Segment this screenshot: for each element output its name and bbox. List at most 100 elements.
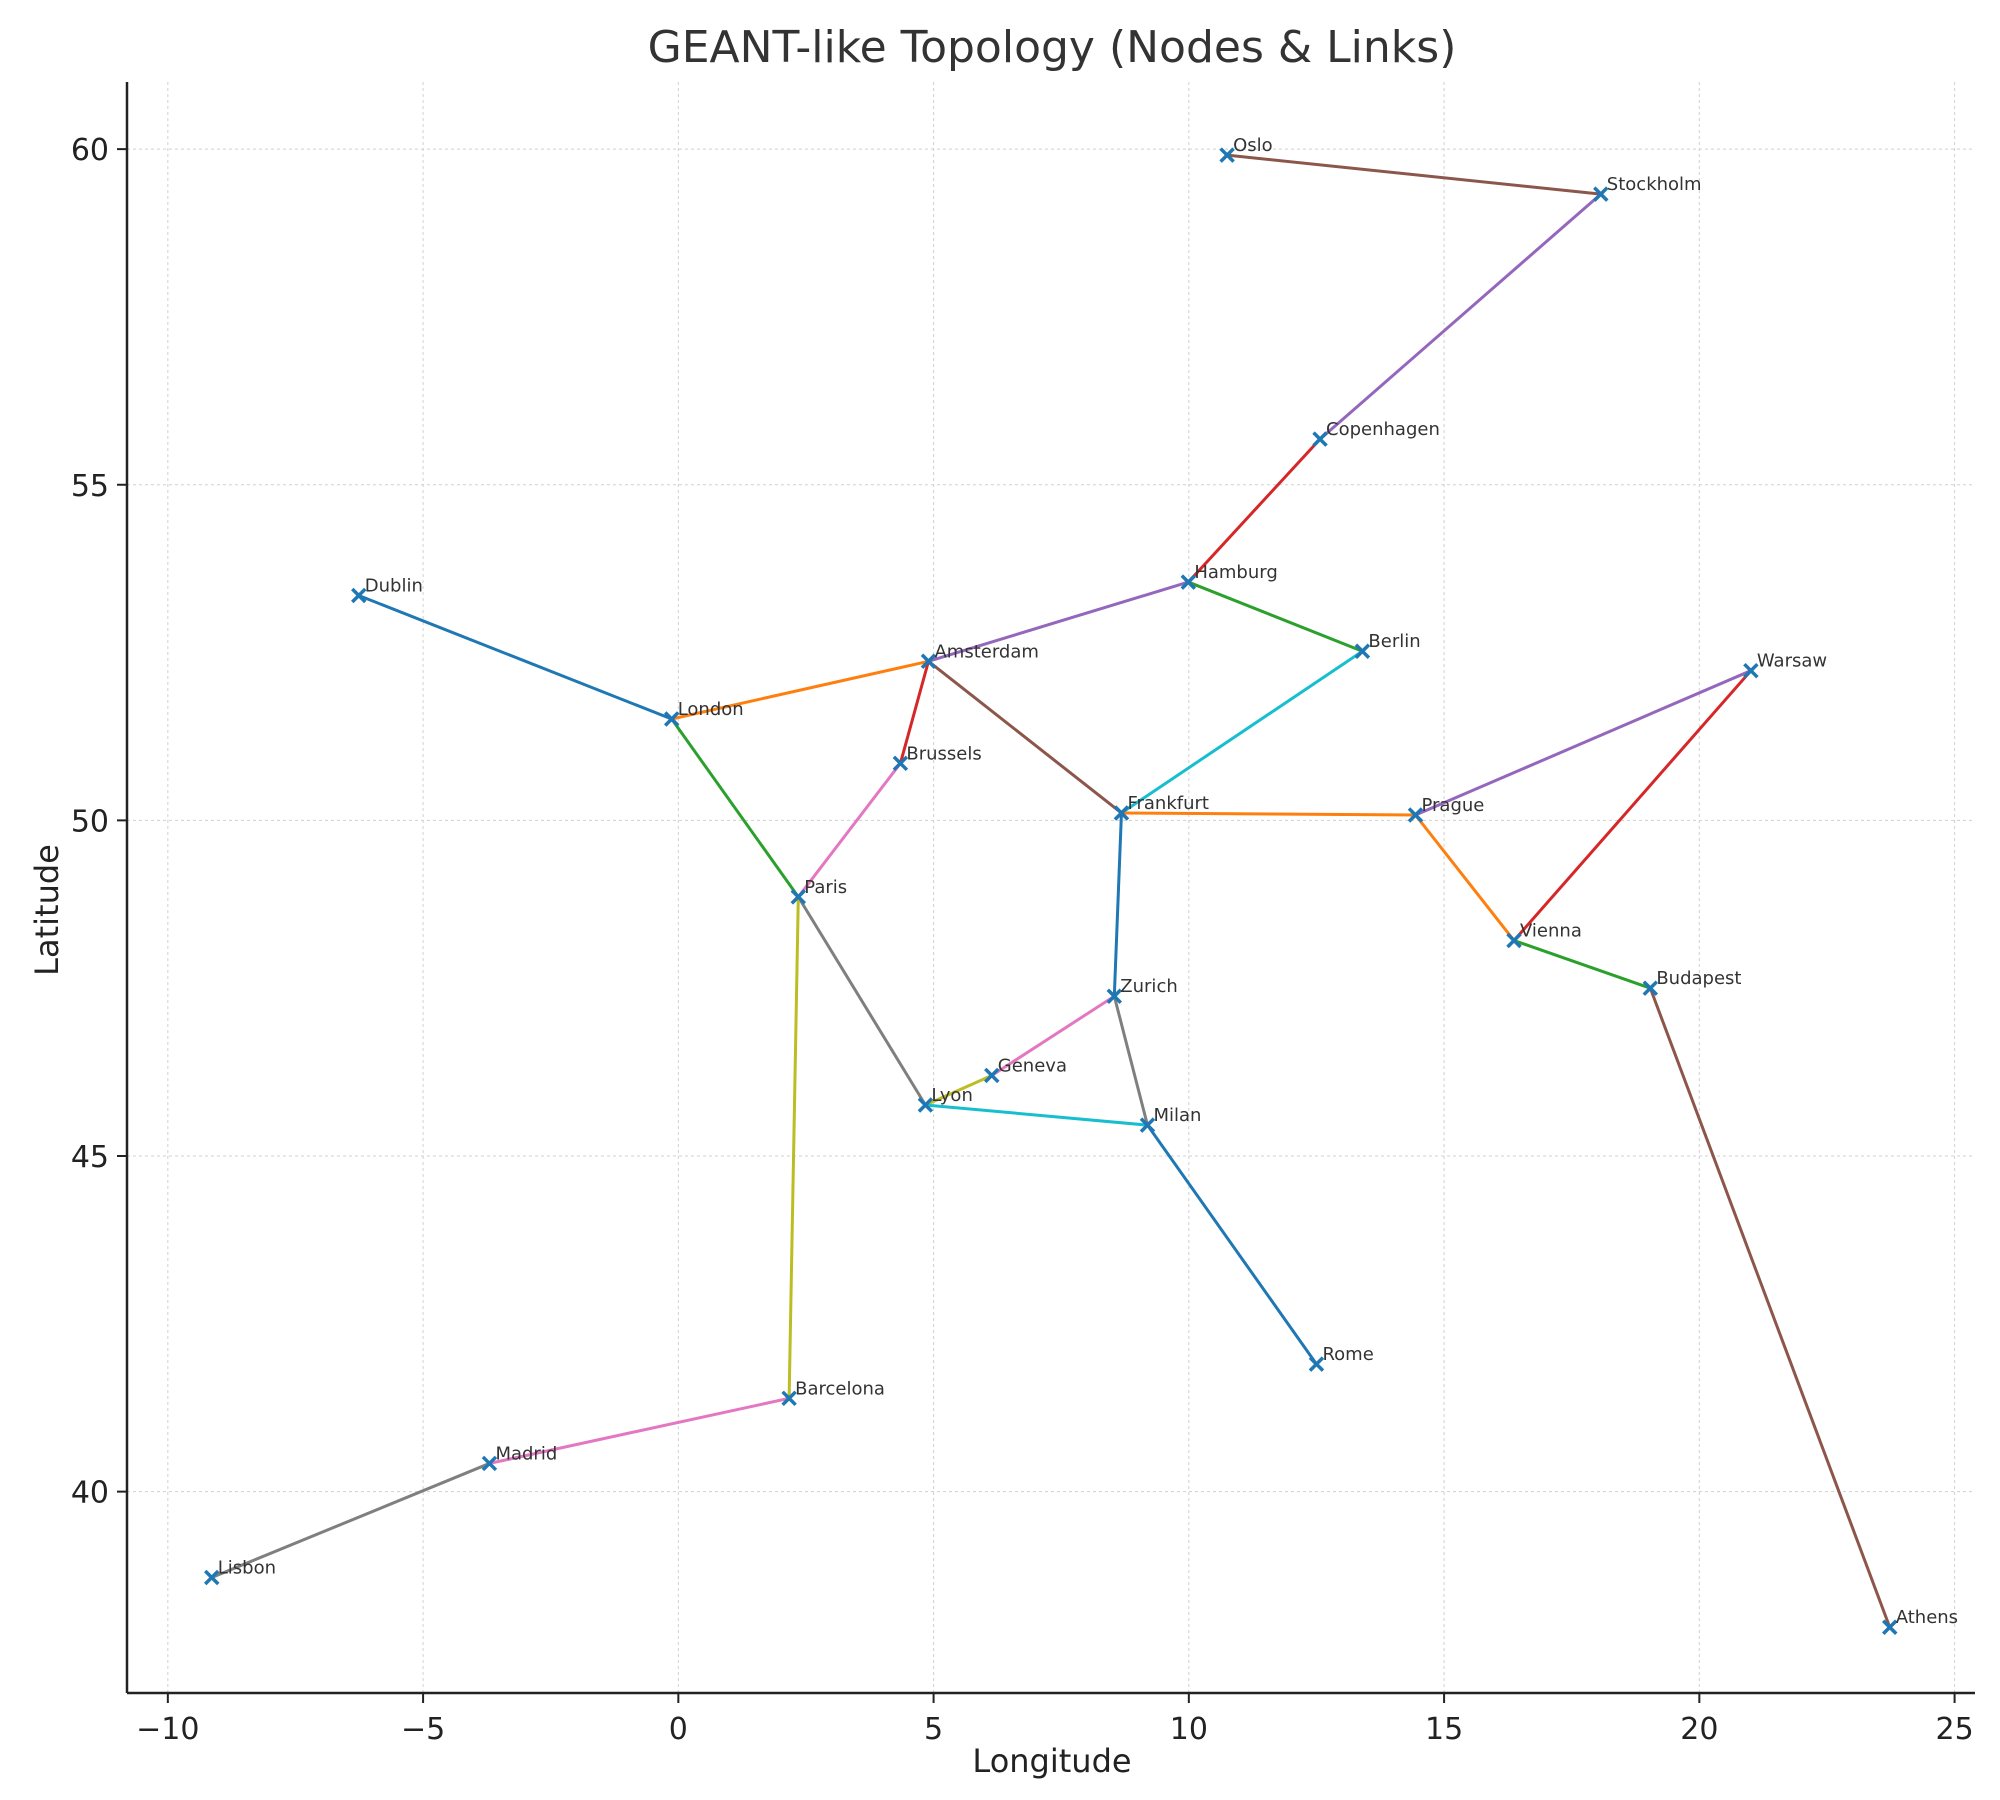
node-marker-madrid [481,1455,498,1472]
marker-stroke [1407,807,1424,823]
marker-stroke [1113,805,1130,821]
link-frankfurt-berlin [1120,649,1364,815]
node-marker-prague [1407,807,1424,823]
link-frankfurt-prague [1121,811,1416,817]
link-madrid-lisbon [211,1462,491,1579]
node-marker-vienna [1506,932,1522,949]
link-vienna-budapest [1513,939,1651,990]
y-axis-label: Latitude [28,844,66,976]
link-budapest-athens [1648,987,1892,1628]
marker-stroke [1506,932,1522,949]
node-marker-barcelona [781,1390,797,1407]
marker-stroke [1593,186,1609,202]
marker-stroke [1642,980,1659,996]
node-label-lisbon: Lisbon [218,1558,276,1579]
x-tick-label: −10 [136,1712,199,1747]
marker-stroke [892,755,909,772]
node-label-rome: Rome [1322,1344,1373,1365]
marker-stroke [781,1390,797,1407]
node-label-amsterdam: Amsterdam [934,641,1038,662]
node-marker-budapest [1642,980,1659,996]
marker-stroke [1106,988,1123,1004]
x-tick-label: 25 [1935,1712,1973,1747]
link-amsterdam-frankfurt [927,660,1123,815]
x-tick-label: 5 [924,1712,943,1747]
node-label-paris: Paris [804,877,847,898]
x-tick-label: 20 [1680,1712,1718,1747]
link-hamburg-copenhagen [1187,438,1322,584]
node-label-milan: Milan [1153,1105,1201,1126]
y-tick-label: 50 [71,804,109,839]
node-label-lyon: Lyon [931,1085,972,1106]
marker-stroke [984,1067,1000,1084]
marker-stroke [1354,643,1371,659]
node-marker-brussels [892,755,909,772]
node-marker-oslo [1219,147,1235,163]
nodes [204,147,1898,1635]
marker-stroke [920,653,937,670]
node-label-madrid: Madrid [495,1443,557,1464]
y-tick-label: 40 [71,1476,109,1511]
node-marker-geneva [984,1067,1000,1084]
x-tick-label: 0 [669,1712,688,1747]
link-brussels-paris [797,762,902,898]
node-label-frankfurt: Frankfurt [1127,793,1209,814]
y-tick-label: 45 [71,1140,109,1175]
link-paris-barcelona [787,896,800,1399]
link-amsterdam-brussels [898,660,930,764]
link-paris-lyon [797,896,927,1106]
node-marker-dublin [351,587,367,604]
marker-stroke [917,1097,934,1113]
link-geneva-lyon [924,1074,993,1107]
marker-stroke [1180,574,1197,590]
node-label-zurich: Zurich [1120,976,1177,997]
marker-stroke [351,587,367,604]
node-marker-rome [1308,1356,1325,1372]
chart-title: GEANT-like Topology (Nodes & Links) [648,22,1457,73]
x-tick-label: 10 [1170,1712,1208,1747]
grid [127,82,1975,1693]
axes: −10 −5 0 5 10 15 20 25 40 45 50 55 60 [71,82,1975,1747]
link-zurich-geneva [990,994,1116,1077]
node-label-copenhagen: Copenhagen [1326,419,1440,440]
link-dublin-london [358,594,673,721]
node-label-oslo: Oslo [1233,135,1273,156]
node-label-vienna: Vienna [1520,921,1582,942]
marker-stroke [1219,147,1235,163]
link-lyon-milan [925,1103,1148,1127]
node-label-warsaw: Warsaw [1757,651,1827,672]
marker-stroke [1139,1117,1156,1133]
node-marker-copenhagen [1312,431,1328,447]
node-marker-milan [1139,1117,1156,1133]
link-zurich-milan [1112,995,1149,1126]
link-frankfurt-zurich [1112,812,1123,997]
y-tick-label: 55 [71,469,109,504]
node-label-dublin: Dublin [365,576,423,597]
x-tick-label: −5 [401,1712,445,1747]
link-barcelona-madrid [489,1396,790,1465]
link-copenhagen-stockholm [1319,192,1602,441]
node-marker-hamburg [1180,574,1197,590]
node-label-athens: Athens [1896,1607,1958,1628]
node-marker-zurich [1106,988,1123,1004]
node-marker-lyon [917,1097,934,1113]
node-label-prague: Prague [1421,795,1484,816]
node-marker-lisbon [204,1569,220,1586]
link-amsterdam-hamburg [928,580,1189,663]
node-marker-stockholm [1593,186,1609,202]
node-marker-frankfurt [1113,805,1130,821]
node-label-barcelona: Barcelona [795,1378,885,1399]
marker-stroke [204,1569,220,1586]
link-london-paris [670,718,800,898]
link-vienna-warsaw [1512,669,1753,942]
node-label-london: London [678,699,744,720]
node-marker-amsterdam [920,653,937,670]
link-stockholm-oslo [1226,153,1601,196]
x-tick-label: 15 [1425,1712,1463,1747]
marker-stroke [1743,662,1759,679]
marker-stroke [481,1455,498,1472]
y-tick-label: 60 [71,133,109,168]
node-marker-london [663,711,680,727]
